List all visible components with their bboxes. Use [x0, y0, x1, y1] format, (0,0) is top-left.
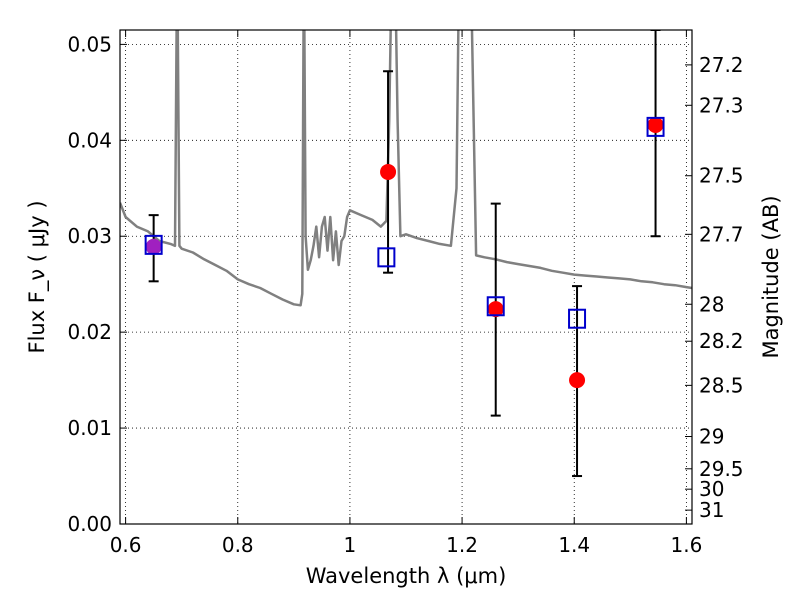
- right-tick-label: 29: [699, 425, 724, 449]
- x-tick-label: 1: [344, 533, 357, 557]
- right-tick-label: 28.5: [699, 373, 744, 397]
- model-box: [568, 308, 587, 329]
- right-tick-label: 27.2: [699, 53, 744, 77]
- x-tick-label: 0.8: [222, 533, 254, 557]
- model-box: [486, 296, 505, 317]
- y-tick-label: 0.04: [67, 128, 112, 152]
- x-axis-label: Wavelength λ (μm): [306, 564, 507, 588]
- model-box: [646, 116, 665, 137]
- observed-point: [145, 238, 162, 255]
- right-tick-label: 29.5: [699, 457, 744, 481]
- right-tick-label: 28.2: [699, 329, 744, 353]
- right-tick-label: 27.5: [699, 164, 744, 188]
- observed-point: [487, 301, 504, 318]
- right-tick-label: 31: [699, 498, 724, 522]
- x-tick-label: 1.4: [558, 533, 590, 557]
- model-box: [377, 247, 396, 268]
- x-tick-label: 1.6: [670, 533, 702, 557]
- x-tick-label: 0.6: [110, 533, 142, 557]
- sed-model-line: [120, 30, 692, 307]
- y-tick-label: 0.00: [67, 512, 112, 536]
- plot-area: [120, 30, 692, 478]
- x-axis-ticks: 0.6 0.8 1 1.2 1.4 1.6: [110, 30, 702, 557]
- y-tick-label: 0.02: [67, 320, 112, 344]
- observed-point: [647, 116, 664, 133]
- observed-point: [569, 372, 586, 389]
- y-axis-ticks: 0.00 0.01 0.02 0.03 0.04 0.05: [67, 32, 127, 536]
- y-tick-label: 0.05: [67, 32, 112, 56]
- x-tick-label: 1.2: [446, 533, 478, 557]
- observed-point: [380, 163, 397, 180]
- right-axis-label: Magnitude (AB): [759, 195, 783, 358]
- right-tick-label: 30: [699, 477, 724, 501]
- right-tick-label: 27.3: [699, 93, 744, 117]
- plot-frame: [119, 29, 693, 525]
- model-box: [144, 234, 163, 255]
- observed-points: [145, 116, 664, 389]
- y-axis-label: Flux F_ν ( μJy ): [25, 200, 50, 353]
- y-tick-label: 0.03: [67, 224, 112, 248]
- right-tick-label: 28: [699, 292, 724, 316]
- right-tick-label: 27.7: [699, 222, 744, 246]
- y-tick-label: 0.01: [67, 416, 112, 440]
- model-photometry-boxes: [144, 116, 665, 329]
